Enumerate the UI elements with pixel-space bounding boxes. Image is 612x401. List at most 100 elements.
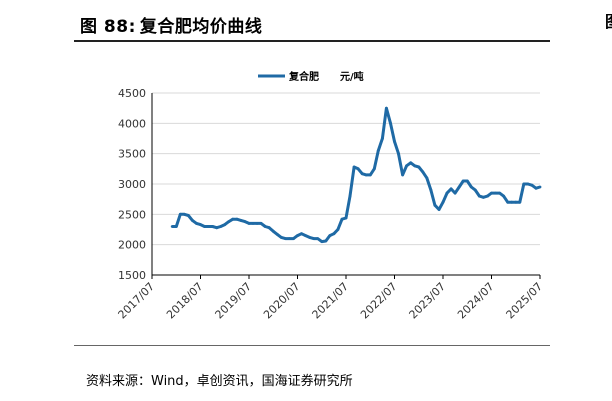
data-point — [445, 191, 449, 195]
data-point — [538, 185, 542, 189]
data-point — [227, 220, 231, 224]
figure-title: 图 88: 复合肥均价曲线 — [74, 12, 262, 37]
legend: 复合肥 元/吨 — [258, 70, 364, 83]
figure-title-text: 复合肥均价曲线 — [139, 17, 263, 37]
data-point — [340, 217, 344, 221]
data-point — [421, 170, 425, 174]
data-point — [275, 233, 279, 236]
data-point — [530, 183, 534, 187]
data-point — [465, 179, 469, 183]
data-point — [300, 232, 303, 236]
data-point — [364, 173, 368, 177]
data-point — [522, 182, 526, 186]
data-point — [376, 149, 380, 153]
data-point — [429, 188, 433, 192]
legend-unit: 元/吨 — [340, 70, 364, 83]
x-tick-label: 2018/07 — [164, 280, 206, 322]
data-point — [514, 200, 518, 204]
data-point — [372, 167, 376, 171]
data-point — [441, 200, 445, 204]
data-point — [510, 200, 514, 204]
x-tick-label: 2024/07 — [455, 280, 497, 322]
data-point — [215, 226, 219, 230]
data-point — [348, 194, 352, 198]
data-point — [461, 179, 465, 183]
data-point — [271, 229, 275, 233]
data-point — [199, 223, 202, 227]
data-point — [449, 187, 453, 191]
data-point — [267, 226, 271, 230]
data-point — [534, 186, 538, 190]
x-tick-label: 2023/07 — [407, 280, 449, 322]
data-point — [279, 236, 283, 239]
data-point — [360, 172, 364, 176]
data-point — [482, 195, 485, 199]
data-point — [518, 200, 522, 204]
data-point — [328, 234, 332, 238]
data-point — [203, 225, 206, 228]
data-point — [223, 223, 227, 227]
data-point — [182, 212, 186, 216]
data-point — [393, 140, 396, 143]
data-point — [292, 237, 295, 241]
data-point — [263, 225, 267, 228]
y-tick-label: 3500 — [118, 148, 146, 161]
data-point — [191, 219, 194, 222]
data-point — [207, 225, 211, 228]
data-point — [320, 240, 324, 244]
data-point — [187, 214, 190, 217]
data-point — [239, 219, 243, 222]
data-point — [296, 234, 299, 238]
data-point — [498, 191, 501, 195]
data-point — [417, 165, 421, 169]
x-tick-label: 2021/07 — [310, 280, 352, 322]
data-point — [170, 225, 174, 228]
data-point — [195, 222, 198, 225]
data-point — [259, 222, 263, 225]
data-point — [486, 194, 489, 198]
data-point — [231, 217, 235, 221]
data-point — [312, 237, 316, 241]
data-point — [243, 220, 247, 224]
x-axis: 2017/07 2018/07 2019/07 2020/07 2021/07 2022/… — [116, 274, 546, 322]
grid-lines — [152, 92, 540, 246]
data-point — [473, 188, 477, 192]
data-point — [405, 164, 408, 168]
data-point — [304, 234, 307, 238]
data-point — [385, 106, 388, 110]
data-point — [251, 222, 255, 225]
y-tick-label: 4000 — [118, 117, 146, 130]
data-point — [433, 203, 437, 207]
data-point — [219, 225, 223, 228]
legend-series-name: 复合肥 — [288, 70, 319, 83]
data-point — [352, 165, 356, 169]
data-point — [174, 225, 178, 228]
data-point — [389, 121, 392, 125]
y-tick-label: 4500 — [118, 87, 146, 100]
data-point — [437, 208, 441, 211]
data-point — [288, 237, 291, 241]
data-point — [425, 176, 429, 180]
data-point — [478, 194, 481, 198]
data-point — [494, 191, 497, 195]
x-tick-label: 2019/07 — [213, 280, 255, 322]
data-point — [332, 232, 336, 236]
data-point — [457, 185, 461, 189]
data-point — [413, 164, 417, 168]
data-point — [356, 167, 360, 171]
adjacent-figure-fragment: 图 — [605, 14, 612, 30]
x-tick-label: 2025/07 — [504, 280, 546, 322]
data-point — [178, 212, 182, 216]
data-point — [453, 191, 457, 195]
data-point — [316, 237, 320, 241]
data-point — [308, 236, 311, 239]
x-tick-label: 2022/07 — [358, 280, 400, 322]
data-point — [324, 239, 328, 243]
data-point — [336, 228, 340, 231]
data-point — [211, 225, 215, 228]
y-tick-label: 2500 — [118, 208, 146, 221]
y-tick-label: 2000 — [118, 239, 146, 252]
series-line — [172, 106, 541, 244]
data-point — [255, 222, 259, 225]
x-tick-label: 2017/07 — [116, 280, 158, 322]
